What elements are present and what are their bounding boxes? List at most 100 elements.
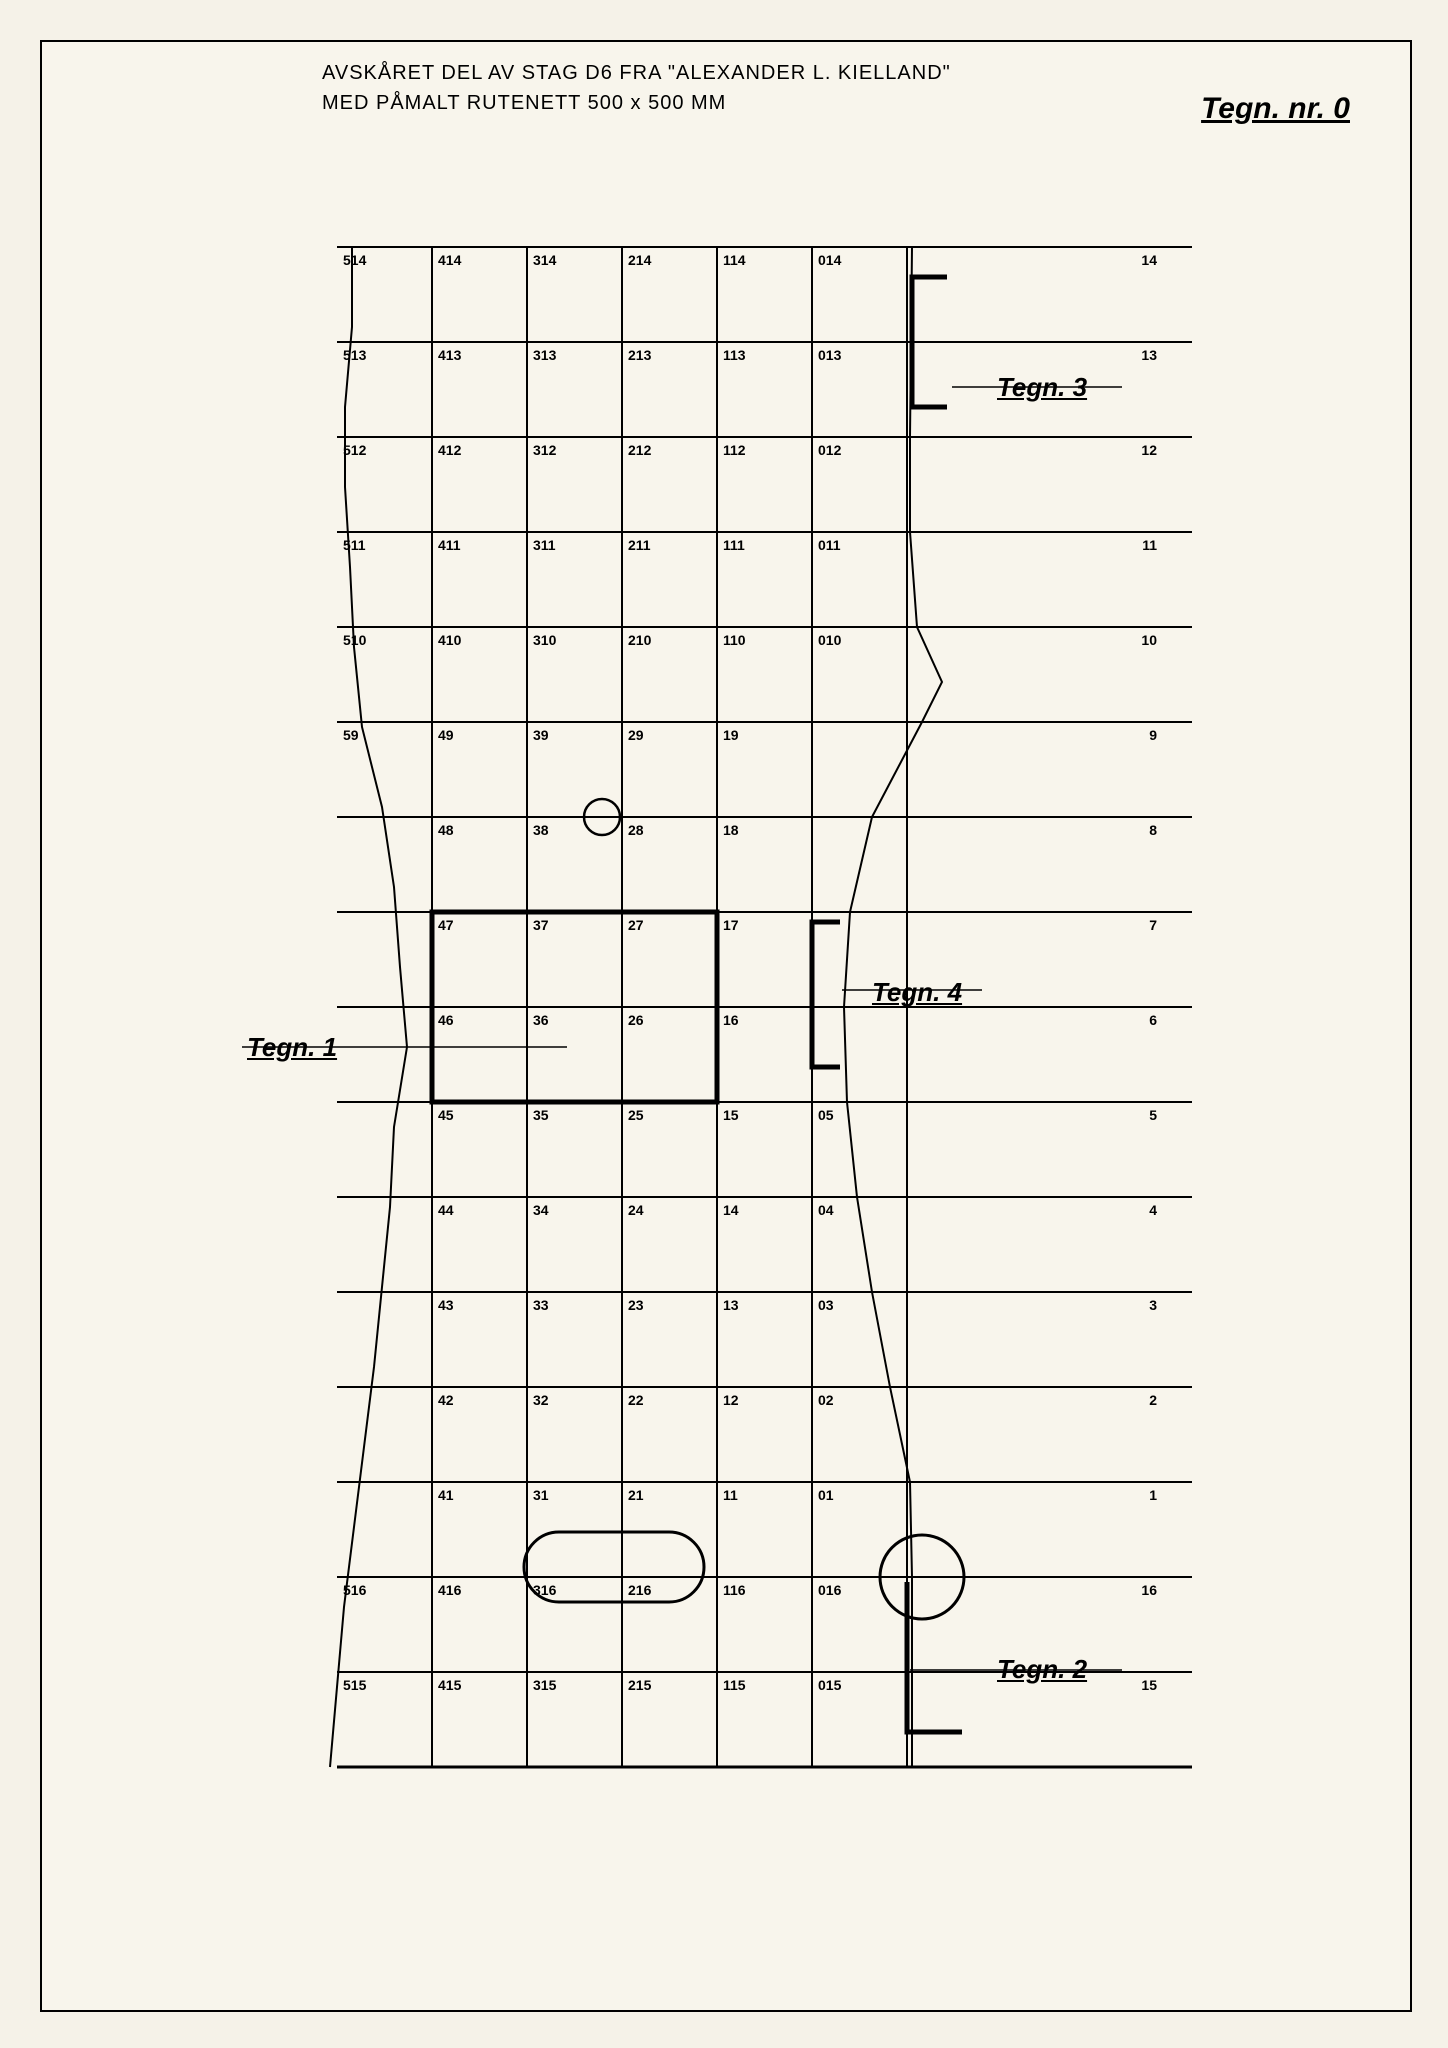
svg-text:414: 414 (438, 252, 462, 268)
svg-text:314: 314 (533, 252, 557, 268)
svg-text:013: 013 (818, 347, 842, 363)
svg-text:113: 113 (723, 347, 746, 363)
svg-text:15: 15 (723, 1107, 739, 1123)
svg-text:11: 11 (723, 1487, 738, 1503)
svg-text:45: 45 (438, 1107, 454, 1123)
svg-text:1: 1 (1149, 1487, 1157, 1503)
svg-text:35: 35 (533, 1107, 549, 1123)
label-tegn-2: Tegn. 2 (997, 1654, 1087, 1685)
svg-text:16: 16 (1141, 1582, 1157, 1598)
svg-text:15: 15 (1141, 1677, 1157, 1693)
svg-text:13: 13 (723, 1297, 739, 1313)
svg-text:59: 59 (343, 727, 359, 743)
svg-text:014: 014 (818, 252, 842, 268)
svg-text:32: 32 (533, 1392, 549, 1408)
label-tegn-4: Tegn. 4 (872, 977, 962, 1008)
svg-text:115: 115 (723, 1677, 746, 1693)
svg-text:512: 512 (343, 442, 367, 458)
svg-text:4: 4 (1149, 1202, 1157, 1218)
svg-text:36: 36 (533, 1012, 549, 1028)
svg-text:010: 010 (818, 632, 842, 648)
svg-text:510: 510 (343, 632, 367, 648)
page-frame: AVSKÅRET DEL AV STAG D6 FRA "ALEXANDER L… (40, 40, 1412, 2012)
svg-text:214: 214 (628, 252, 652, 268)
svg-text:516: 516 (343, 1582, 367, 1598)
svg-text:23: 23 (628, 1297, 644, 1313)
svg-text:015: 015 (818, 1677, 842, 1693)
svg-text:215: 215 (628, 1677, 652, 1693)
svg-text:110: 110 (723, 632, 746, 648)
svg-text:43: 43 (438, 1297, 454, 1313)
svg-text:111: 111 (723, 537, 745, 553)
svg-text:47: 47 (438, 917, 454, 933)
svg-text:18: 18 (723, 822, 739, 838)
svg-text:28: 28 (628, 822, 644, 838)
svg-text:514: 514 (343, 252, 367, 268)
svg-text:311: 311 (533, 537, 556, 553)
svg-text:016: 016 (818, 1582, 842, 1598)
svg-text:31: 31 (533, 1487, 549, 1503)
svg-text:24: 24 (628, 1202, 644, 1218)
svg-text:116: 116 (723, 1582, 746, 1598)
diagram-svg: 5144143142141140145134133132131130135124… (42, 42, 1410, 2010)
svg-text:515: 515 (343, 1677, 367, 1693)
svg-text:14: 14 (1141, 252, 1157, 268)
svg-text:33: 33 (533, 1297, 549, 1313)
svg-text:416: 416 (438, 1582, 462, 1598)
svg-text:8: 8 (1149, 822, 1157, 838)
svg-text:39: 39 (533, 727, 549, 743)
svg-text:01: 01 (818, 1487, 834, 1503)
svg-text:310: 310 (533, 632, 557, 648)
svg-text:48: 48 (438, 822, 454, 838)
svg-text:9: 9 (1149, 727, 1157, 743)
svg-text:19: 19 (723, 727, 739, 743)
svg-text:10: 10 (1141, 632, 1157, 648)
svg-text:5: 5 (1149, 1107, 1157, 1123)
svg-text:22: 22 (628, 1392, 644, 1408)
svg-text:14: 14 (723, 1202, 739, 1218)
svg-text:6: 6 (1149, 1012, 1157, 1028)
svg-text:25: 25 (628, 1107, 644, 1123)
svg-text:511: 511 (343, 537, 366, 553)
svg-text:11: 11 (1142, 537, 1157, 553)
svg-text:7: 7 (1149, 917, 1157, 933)
svg-text:011: 011 (818, 537, 841, 553)
svg-text:411: 411 (438, 537, 461, 553)
svg-text:13: 13 (1141, 347, 1157, 363)
svg-text:17: 17 (723, 917, 739, 933)
label-tegn-3: Tegn. 3 (997, 372, 1087, 403)
svg-text:412: 412 (438, 442, 462, 458)
svg-text:21: 21 (628, 1487, 644, 1503)
svg-text:16: 16 (723, 1012, 739, 1028)
svg-text:410: 410 (438, 632, 462, 648)
svg-text:415: 415 (438, 1677, 462, 1693)
svg-text:12: 12 (1141, 442, 1157, 458)
svg-text:26: 26 (628, 1012, 644, 1028)
svg-text:3: 3 (1149, 1297, 1157, 1313)
svg-text:112: 112 (723, 442, 746, 458)
svg-text:42: 42 (438, 1392, 454, 1408)
svg-text:413: 413 (438, 347, 462, 363)
svg-text:212: 212 (628, 442, 652, 458)
svg-text:02: 02 (818, 1392, 834, 1408)
label-tegn-1: Tegn. 1 (247, 1032, 337, 1063)
svg-text:216: 216 (628, 1582, 652, 1598)
svg-text:04: 04 (818, 1202, 834, 1218)
svg-text:513: 513 (343, 347, 367, 363)
svg-text:27: 27 (628, 917, 644, 933)
svg-text:03: 03 (818, 1297, 834, 1313)
svg-text:12: 12 (723, 1392, 739, 1408)
svg-text:313: 313 (533, 347, 557, 363)
svg-text:012: 012 (818, 442, 842, 458)
svg-text:213: 213 (628, 347, 652, 363)
svg-text:46: 46 (438, 1012, 454, 1028)
svg-text:05: 05 (818, 1107, 834, 1123)
svg-text:114: 114 (723, 252, 746, 268)
svg-text:38: 38 (533, 822, 549, 838)
svg-text:34: 34 (533, 1202, 549, 1218)
svg-text:2: 2 (1149, 1392, 1157, 1408)
svg-text:315: 315 (533, 1677, 557, 1693)
svg-text:44: 44 (438, 1202, 454, 1218)
svg-text:29: 29 (628, 727, 644, 743)
svg-text:211: 211 (628, 537, 651, 553)
